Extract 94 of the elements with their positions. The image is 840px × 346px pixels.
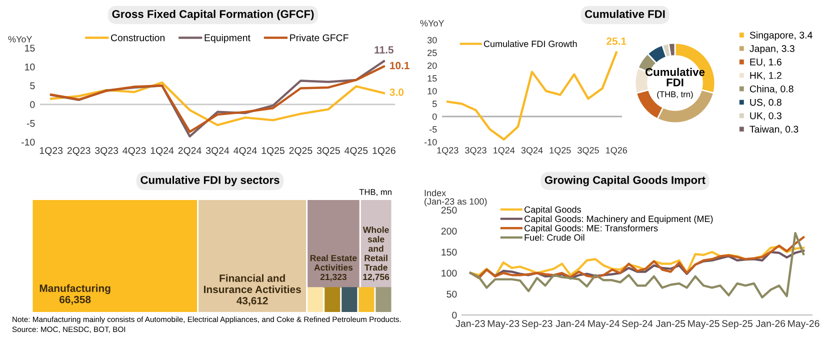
chart-title: Cumulative FDI: [585, 10, 665, 18]
legend-label: US, 0.8: [750, 98, 782, 107]
data-label: 25.1: [606, 38, 626, 45]
x-tick-label: 3Q24: [206, 147, 230, 156]
x-tick-label: 3Q25: [578, 147, 599, 156]
x-tick-label: Sep-25: [722, 320, 753, 329]
y-tick-label: 150: [442, 248, 457, 256]
line-series: [50, 81, 386, 126]
data-label: 3.0: [390, 88, 404, 96]
x-tick-label: 2Q24: [178, 147, 202, 156]
y-axis-title: Index (Jan-23 as 100): [424, 190, 487, 206]
x-tick-label: Sep-24: [622, 320, 653, 329]
legend-label: Construction: [111, 34, 164, 42]
y-axis-title: %YoY: [8, 36, 32, 42]
y-tick-label: 0: [452, 312, 457, 319]
x-tick-label: 1Q26: [372, 147, 396, 156]
x-tick-label: 2Q23: [67, 147, 90, 156]
x-tick-label: 1Q23: [40, 147, 63, 156]
x-tick-label: Jan-24: [556, 320, 586, 327]
x-tick-label: 3Q23: [465, 147, 486, 156]
x-tick-label: 4Q23: [122, 147, 146, 156]
text: THB, mn: [359, 189, 392, 196]
y-tick-label: 0: [432, 113, 437, 120]
data-label: 66,358: [60, 296, 91, 305]
x-tick-label: 3Q24: [521, 147, 543, 156]
x-tick-label: 3Q25: [316, 147, 340, 156]
data-label: 21,323: [320, 274, 347, 282]
chart-title: Gross Fixed Capital Formation (GFCF): [112, 10, 314, 20]
x-tick-label: May-23: [488, 320, 520, 329]
y-axis-title: %YoY: [420, 20, 444, 26]
x-tick-label: 1Q24: [494, 147, 515, 156]
legend-label: Japan, 3.3: [750, 45, 794, 54]
x-tick-label: 3Q23: [95, 147, 118, 156]
y-tick-label: 100: [442, 270, 457, 277]
legend-label: EU, 1.6: [750, 58, 782, 67]
y-tick-label: -10: [424, 138, 437, 146]
x-tick-label: Jan-25: [656, 320, 686, 327]
x-tick-label: 1Q26: [606, 147, 628, 156]
legend-label: Taiwan, 0.3: [750, 126, 798, 134]
line-series: [446, 51, 618, 141]
category-label: Real Estate Activities: [310, 254, 357, 271]
x-tick-label: May-26: [788, 320, 820, 329]
legend-label: Capital Goods: ME: Transformers: [524, 224, 658, 234]
y-tick-label: 0: [30, 101, 35, 108]
data-label: 11.5: [374, 46, 394, 54]
y-tick-label: 15: [428, 75, 437, 82]
x-tick-label: Sep-23: [522, 320, 552, 329]
line-series: [469, 245, 805, 278]
y-tick-label: -5: [430, 126, 437, 133]
data-label: 43,612: [236, 296, 268, 306]
legend-label: China, 0.8: [750, 85, 794, 94]
y-tick-label: 15: [25, 44, 35, 52]
data-label: 12,756: [363, 274, 390, 282]
y-tick-label: 250: [441, 206, 457, 214]
legend-label: Singapore, 3.4: [750, 31, 812, 40]
line-series: [469, 236, 805, 280]
y-tick-label: 50: [446, 290, 457, 298]
y-tick-label: 20: [428, 62, 437, 69]
y-tick-label: 5: [432, 100, 437, 108]
x-tick-label: 4Q25: [344, 147, 368, 156]
legend-label: Equipment: [204, 34, 250, 44]
text: Cumulative FDI by sectors: [140, 176, 280, 186]
x-tick-label: 1Q25: [550, 147, 571, 156]
category-label: Financial and Insurance Activities: [204, 274, 301, 294]
x-tick-label: 4Q24: [234, 147, 257, 156]
category-label: Whole sale and Retail Trade: [362, 226, 389, 271]
data-label: 10.1: [390, 62, 410, 70]
y-tick-label: 200: [441, 228, 457, 235]
x-tick-label: May-24: [588, 320, 620, 329]
legend-label: Cumulative FDI Growth: [484, 40, 577, 48]
x-tick-label: Jan-23: [456, 320, 485, 327]
y-tick-label: -10: [22, 138, 35, 146]
legend-label: HK, 1.2: [750, 72, 782, 80]
line-series: [469, 232, 805, 298]
x-tick-label: 2Q25: [289, 147, 312, 156]
y-tick-label: 30: [427, 36, 437, 44]
category-label: Manufacturing: [40, 284, 110, 294]
y-tick-label: 10: [25, 64, 35, 70]
x-tick-label: May-25: [688, 320, 720, 329]
y-tick-label: 25: [428, 50, 437, 56]
legend-label: UK, 0.3: [750, 112, 782, 120]
y-tick-label: 10: [428, 88, 437, 94]
x-tick-label: 1Q25: [262, 147, 284, 156]
legend-label: Capital Goods: Machinery and Equipment (ME): [524, 215, 713, 224]
y-tick-label: -5: [26, 120, 35, 127]
x-tick-label: 1Q23: [437, 147, 458, 156]
x-tick-label: Jan-26: [756, 320, 786, 327]
legend-label: Fuel: Crude Oil: [524, 234, 584, 241]
legend-label: Private GFCF: [290, 34, 348, 42]
x-tick-label: 1Q24: [150, 147, 174, 156]
chart-title: Growing Capital Goods Import: [544, 176, 706, 186]
legend-label: Capital Goods: [524, 206, 581, 215]
text: (THB, trn): [657, 91, 693, 99]
y-tick-label: 5: [30, 82, 35, 90]
